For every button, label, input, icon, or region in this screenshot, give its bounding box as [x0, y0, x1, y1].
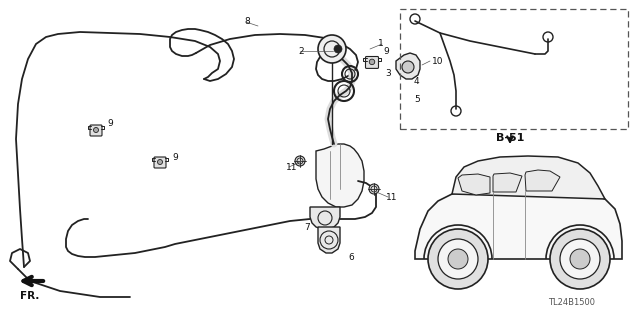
Text: 11: 11: [286, 162, 298, 172]
Circle shape: [570, 249, 590, 269]
Circle shape: [295, 156, 305, 166]
Polygon shape: [525, 170, 560, 191]
Text: 7: 7: [304, 222, 310, 232]
Text: 6: 6: [348, 253, 354, 262]
Polygon shape: [316, 144, 364, 207]
Circle shape: [560, 239, 600, 279]
Polygon shape: [318, 227, 340, 253]
Polygon shape: [458, 174, 490, 195]
FancyBboxPatch shape: [365, 56, 378, 68]
Polygon shape: [415, 188, 622, 259]
Text: 9: 9: [172, 152, 178, 161]
Text: 5: 5: [414, 94, 420, 103]
Circle shape: [93, 128, 99, 132]
Polygon shape: [452, 156, 605, 199]
Circle shape: [334, 45, 342, 53]
Text: FR.: FR.: [20, 291, 40, 301]
Circle shape: [369, 184, 379, 194]
Text: 1: 1: [378, 40, 384, 48]
Text: 11: 11: [386, 192, 397, 202]
Text: 9: 9: [107, 118, 113, 128]
Polygon shape: [310, 207, 340, 229]
Circle shape: [438, 239, 478, 279]
Circle shape: [369, 59, 375, 65]
Polygon shape: [493, 173, 522, 192]
Text: 10: 10: [432, 56, 444, 65]
Text: 8: 8: [244, 18, 250, 26]
Circle shape: [318, 35, 346, 63]
Circle shape: [448, 249, 468, 269]
Text: B-51: B-51: [496, 133, 524, 143]
Text: TL24B1500: TL24B1500: [548, 298, 595, 307]
Circle shape: [157, 160, 163, 165]
Text: 3: 3: [385, 69, 391, 78]
Text: 9: 9: [383, 47, 388, 56]
Circle shape: [550, 229, 610, 289]
Circle shape: [428, 229, 488, 289]
FancyBboxPatch shape: [90, 125, 102, 136]
Text: 2: 2: [298, 47, 303, 56]
FancyBboxPatch shape: [154, 157, 166, 168]
Circle shape: [402, 61, 414, 73]
Polygon shape: [396, 53, 420, 79]
Text: 4: 4: [414, 77, 420, 85]
Bar: [400, 9, 628, 129]
